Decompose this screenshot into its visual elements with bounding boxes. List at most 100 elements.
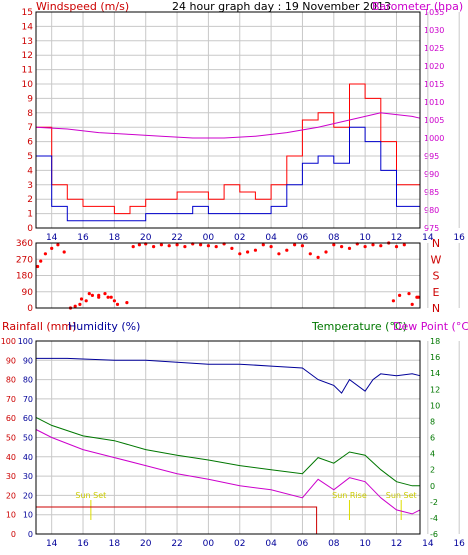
direction-point: [43, 252, 48, 256]
direction-point: [137, 243, 141, 247]
direction-point: [159, 243, 163, 247]
direction-point: [214, 245, 218, 249]
direction-point: [175, 243, 179, 247]
wind-x-tick-label: 22: [171, 233, 182, 243]
lower-x-tick-label: 14: [422, 539, 434, 549]
lower-x-tick-label: 16: [77, 539, 89, 549]
compass-label: N: [432, 237, 440, 250]
rain-y-tick-label: 20: [6, 491, 16, 500]
direction-point: [371, 243, 375, 247]
lower-x-tick-label: 12: [391, 539, 402, 549]
direction-point: [415, 295, 419, 299]
lower-series-line-2: [35, 429, 421, 515]
dir-y-tick-label: 0: [27, 304, 33, 314]
baro-y-tick-label: 1000: [424, 134, 444, 143]
temp-y-tick-label: 2: [430, 466, 435, 475]
direction-point: [293, 243, 297, 247]
lower-x-tick-label: 10: [359, 539, 371, 549]
direction-point: [115, 302, 120, 306]
sun-annotation: Sun Set: [75, 491, 106, 500]
rain-y-tick-label: 10: [6, 511, 16, 520]
sun-annotation: Sun Rise: [332, 491, 367, 500]
compass-label: E: [433, 286, 440, 299]
direction-point: [379, 244, 383, 248]
temperature-axis-title: Temperature (°C): [311, 320, 407, 333]
direction-point: [39, 259, 43, 263]
baro-y-tick-label: 990: [424, 170, 439, 179]
lower-series-line-0: [36, 357, 421, 394]
rain-y-tick-label: 50: [6, 434, 16, 443]
lower-x-tick-label: 16: [453, 539, 465, 549]
direction-point: [407, 292, 411, 296]
direction-point: [398, 293, 402, 297]
direction-point: [269, 245, 273, 249]
baro-y-tick-label: 1010: [424, 98, 444, 107]
direction-point: [402, 243, 406, 247]
windspeed-axis-title: Windspeed (m/s): [36, 0, 129, 13]
lower-x-tick-label: 00: [203, 539, 215, 549]
direction-point: [285, 248, 289, 252]
wind-x-tick-label: 20: [140, 233, 152, 243]
temp-y-tick-label: 16: [430, 353, 440, 362]
temp-y-tick-label: 4: [430, 450, 435, 459]
direction-point: [332, 243, 336, 247]
wind-x-tick-label: 16: [453, 233, 465, 243]
direction-point: [78, 302, 82, 306]
wind-x-tick-label: 08: [328, 233, 340, 243]
wind-y-tick-label: 15: [22, 8, 33, 18]
rain-y-tick-label: 90: [6, 356, 16, 365]
direction-point: [106, 295, 110, 299]
chart-title: 24 hour graph day : 19 November 2013: [172, 0, 391, 13]
direction-point: [206, 244, 210, 248]
dir-y-tick-label: 270: [16, 255, 33, 265]
wind-x-tick-label: 10: [359, 233, 371, 243]
wind-y-tick-label: 12: [22, 51, 33, 61]
wind-x-tick-label: 00: [203, 233, 215, 243]
wind-y-tick-label: 3: [27, 181, 33, 191]
rain-y-tick-label: 0: [11, 530, 16, 539]
lower-x-tick-label: 08: [328, 539, 340, 549]
direction-point: [131, 245, 135, 249]
direction-point: [308, 252, 312, 256]
direction-point: [238, 252, 242, 256]
wind-y-tick-label: 4: [27, 166, 33, 176]
humidity-axis-title: Humidity (%): [68, 320, 140, 333]
lower-x-tick-label: 02: [234, 539, 245, 549]
wind-y-tick-label: 1: [27, 210, 33, 220]
wind-x-tick-label: 04: [265, 233, 277, 243]
compass-label: W: [431, 253, 442, 266]
direction-point: [97, 293, 101, 297]
baro-y-tick-label: 1015: [424, 80, 444, 89]
lower-x-tick-label: 20: [140, 539, 152, 549]
direction-point: [261, 243, 265, 247]
direction-point: [277, 252, 281, 256]
direction-point: [84, 299, 88, 303]
direction-point: [347, 246, 352, 250]
temp-y-tick-label: 8: [430, 417, 435, 426]
lower-x-tick-label: 06: [297, 539, 309, 549]
humidity-y-tick-label: 10: [23, 511, 33, 520]
humidity-y-tick-label: 60: [23, 414, 33, 423]
humidity-y-tick-label: 70: [23, 395, 33, 404]
dir-frame: [35, 242, 421, 309]
direction-point: [112, 299, 116, 303]
series-line-0: [36, 83, 421, 215]
temp-y-tick-label: 14: [430, 369, 440, 378]
wind-y-tick-label: 7: [27, 123, 33, 133]
direction-point: [36, 264, 40, 269]
series-line-1: [36, 126, 421, 222]
temp-y-tick-label: 12: [430, 385, 440, 394]
temp-y-tick-label: -2: [430, 498, 438, 507]
temp-y-tick-label: 18: [430, 337, 440, 346]
direction-point: [125, 301, 129, 305]
direction-point: [109, 295, 113, 299]
compass-label: N: [432, 302, 440, 315]
direction-point: [246, 250, 250, 254]
baro-y-tick-label: 995: [424, 152, 439, 161]
wind-x-tick-label: 18: [109, 233, 121, 243]
baro-y-tick-label: 975: [424, 224, 439, 233]
temp-y-tick-label: 10: [430, 401, 440, 410]
direction-point: [183, 245, 187, 249]
rain-y-tick-label: 100: [1, 337, 16, 346]
